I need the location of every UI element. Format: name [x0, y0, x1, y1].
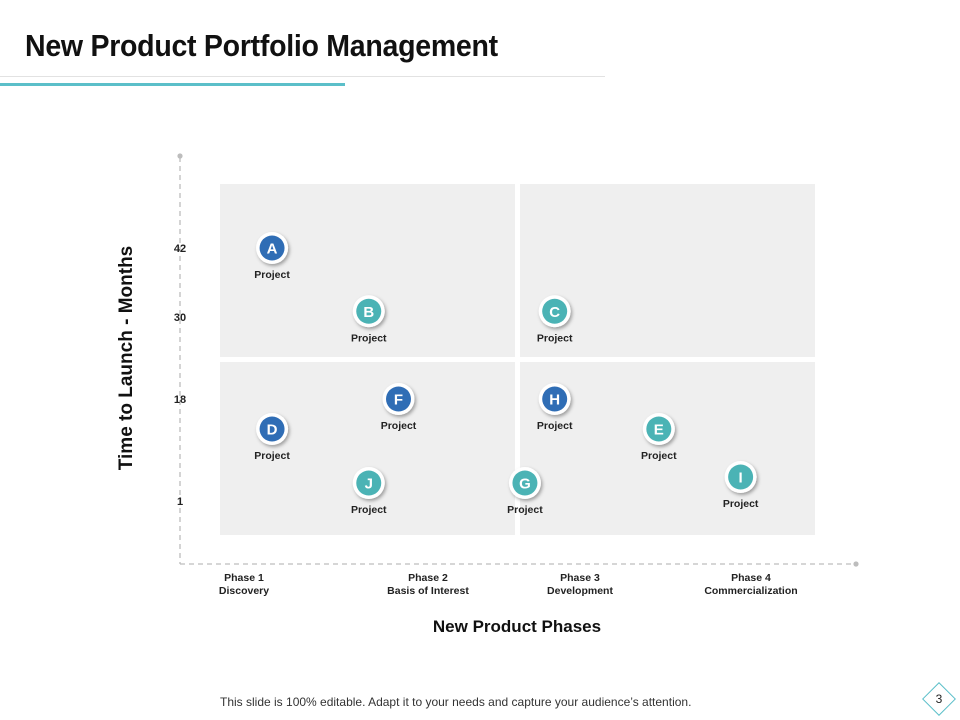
marker-letter: A: [267, 241, 278, 258]
project-marker-a[interactable]: A Project: [254, 232, 290, 281]
marker-label: Project: [537, 332, 573, 344]
marker-label: Project: [254, 269, 290, 281]
marker-letter: I: [739, 470, 743, 487]
x-category-label: Phase 4 Commercialization: [704, 572, 797, 597]
marker-letter: E: [654, 422, 664, 439]
y-axis-end-dot: [177, 153, 183, 159]
marker-letter: C: [549, 304, 560, 321]
title-accent-bar: [0, 83, 345, 86]
slide-title: New Product Portfolio Management: [25, 28, 498, 63]
marker-letter: F: [394, 392, 403, 409]
y-tick-label: 30: [174, 312, 186, 324]
footer-note: This slide is 100% editable. Adapt it to…: [220, 695, 692, 709]
marker-letter: G: [519, 476, 531, 493]
quadrant-1: [220, 184, 515, 357]
marker-letter: J: [365, 476, 373, 493]
quadrant-2: [520, 184, 815, 357]
page-number: 3: [935, 692, 943, 706]
x-category-label: Phase 3 Development: [547, 572, 613, 597]
marker-letter: B: [363, 304, 374, 321]
project-marker-b[interactable]: B Project: [351, 295, 387, 344]
x-category-label: Phase 2 Basis of Interest: [387, 572, 469, 597]
marker-label: Project: [641, 450, 677, 462]
marker-circle: [542, 386, 568, 412]
project-marker-h[interactable]: H Project: [537, 383, 573, 432]
marker-circle: [728, 464, 754, 490]
title-divider: [0, 76, 605, 77]
project-marker-j[interactable]: J Project: [351, 467, 387, 516]
project-marker-i[interactable]: I Project: [723, 461, 759, 510]
y-tick-label: 18: [174, 394, 186, 406]
page-number-badge: 3: [920, 680, 958, 718]
marker-circle: [259, 416, 285, 442]
x-axis-end-dot: [853, 561, 859, 567]
portfolio-chart: 42 30 18 1 Phase 1 Discovery Phase 2 Basis of …: [116, 153, 859, 636]
marker-label: Project: [507, 504, 543, 516]
marker-label: Project: [254, 450, 290, 462]
marker-label: Project: [537, 420, 573, 432]
marker-letter: D: [267, 422, 278, 439]
marker-label: Project: [351, 504, 387, 516]
project-marker-f[interactable]: F Project: [381, 383, 417, 432]
project-marker-d[interactable]: D Project: [254, 413, 290, 462]
marker-circle: [259, 235, 285, 261]
marker-circle: [542, 298, 568, 324]
marker-circle: [356, 470, 382, 496]
marker-letter: H: [549, 392, 560, 409]
y-tick-label: 42: [174, 243, 186, 255]
marker-circle: [512, 470, 538, 496]
quadrant-4: [520, 362, 815, 535]
project-marker-g[interactable]: G Project: [507, 467, 543, 516]
x-category-label: Phase 1 Discovery: [219, 572, 269, 597]
y-tick-label: 1: [177, 496, 183, 508]
marker-circle: [646, 416, 672, 442]
x-axis-label: New Product Phases: [433, 617, 601, 636]
project-marker-c[interactable]: C Project: [537, 295, 573, 344]
marker-circle: [356, 298, 382, 324]
marker-label: Project: [381, 420, 417, 432]
project-marker-e[interactable]: E Project: [641, 413, 677, 462]
y-axis-label: Time to Launch - Months: [116, 246, 137, 470]
quadrant-3: [220, 362, 515, 535]
marker-label: Project: [723, 498, 759, 510]
marker-label: Project: [351, 332, 387, 344]
marker-circle: [386, 386, 411, 412]
